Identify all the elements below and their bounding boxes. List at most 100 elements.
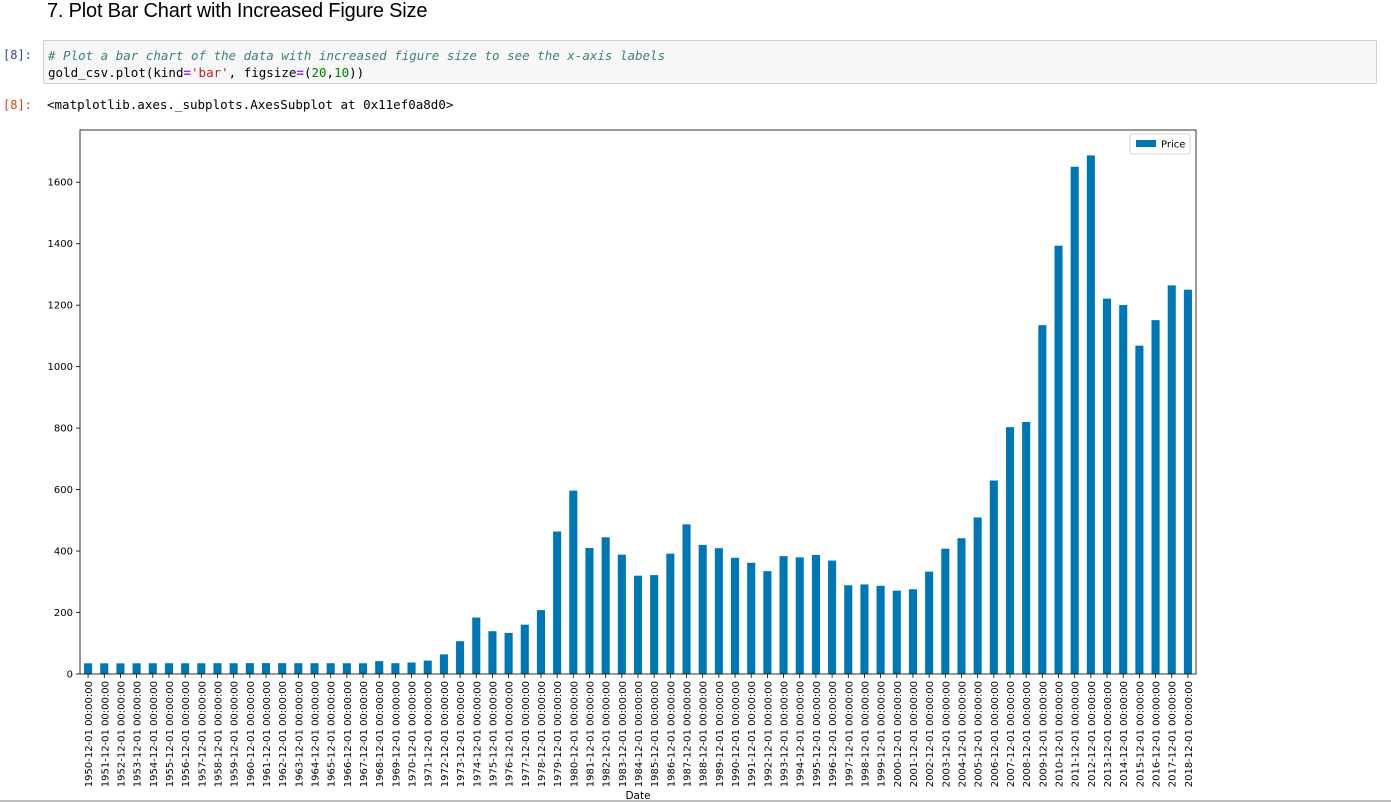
code-mid: , figsize [228, 65, 297, 80]
x-tick-label: 2006-12-01 00:00:00 [990, 681, 1001, 787]
x-tick-label: 1981-12-01 00:00:00 [585, 681, 596, 787]
x-tick-label: 1963-12-01 00:00:00 [294, 681, 305, 787]
bar [811, 554, 820, 674]
bar [860, 584, 869, 674]
x-tick-label: 1950-12-01 00:00:00 [84, 681, 95, 787]
input-prompt: [8]: [3, 48, 32, 62]
bar [892, 590, 901, 674]
x-tick-label: 1959-12-01 00:00:00 [230, 681, 241, 787]
code-eq1: = [183, 65, 192, 80]
bar [1183, 289, 1192, 674]
x-tick-label: 1962-12-01 00:00:00 [278, 681, 289, 787]
code-comma: , [326, 65, 335, 80]
x-tick-label: 1966-12-01 00:00:00 [343, 681, 354, 787]
bar [375, 661, 384, 674]
x-tick-label: 1993-12-01 00:00:00 [780, 681, 791, 787]
bar [423, 660, 432, 674]
x-tick-label: 2008-12-01 00:00:00 [1022, 681, 1033, 787]
x-tick-label: 2004-12-01 00:00:00 [957, 681, 968, 787]
bar [633, 575, 643, 674]
bar [828, 560, 837, 674]
code-dot: . [108, 65, 116, 80]
bar [294, 663, 303, 674]
x-tick-label: 1967-12-01 00:00:00 [359, 681, 370, 787]
x-tick-label: 1980-12-01 00:00:00 [569, 681, 580, 787]
bar [116, 663, 125, 674]
bar [650, 575, 659, 674]
x-tick-label: 1970-12-01 00:00:00 [408, 681, 419, 787]
code-cell[interactable]: # Plot a bar chart of the data with incr… [43, 40, 1377, 84]
bar [164, 663, 173, 674]
bar [213, 663, 222, 674]
x-tick-label: 2016-12-01 00:00:00 [1152, 681, 1163, 787]
legend-box [1129, 133, 1191, 155]
code-paren: ( [303, 65, 312, 80]
bar [1070, 166, 1079, 674]
x-tick-label: 2014-12-01 00:00:00 [1119, 681, 1130, 787]
bar [342, 663, 351, 674]
x-axis-label: Date [625, 790, 650, 802]
bar [747, 562, 756, 674]
code-object: gold_csv [48, 65, 109, 80]
x-tick-label: 2018-12-01 00:00:00 [1184, 681, 1195, 787]
bar [1119, 305, 1128, 674]
x-tick-label: 1978-12-01 00:00:00 [537, 681, 548, 787]
x-tick-label: 2017-12-01 00:00:00 [1168, 681, 1179, 787]
x-tick-label: 2013-12-01 00:00:00 [1103, 681, 1114, 787]
x-tick-label: 1984-12-01 00:00:00 [634, 681, 645, 787]
bar [359, 663, 368, 674]
bar [569, 490, 578, 674]
bar [763, 571, 772, 674]
x-tick-label: 1973-12-01 00:00:00 [456, 681, 467, 787]
cell-divider [0, 800, 1391, 802]
bar [261, 663, 271, 674]
y-tick-label: 1200 [48, 301, 73, 312]
x-tick-label: 1958-12-01 00:00:00 [213, 681, 224, 787]
x-tick-label: 1986-12-01 00:00:00 [666, 681, 677, 787]
bar [1005, 427, 1015, 674]
bar [1103, 298, 1112, 674]
y-tick-label: 1400 [48, 239, 73, 250]
bar [779, 556, 788, 674]
bar [536, 610, 545, 674]
x-tick-label: 1988-12-01 00:00:00 [699, 681, 710, 787]
x-tick-label: 2000-12-01 00:00:00 [893, 681, 904, 787]
code-num1: 20 [311, 65, 327, 80]
x-tick-label: 1965-12-01 00:00:00 [327, 681, 338, 787]
x-tick-label: 1969-12-01 00:00:00 [391, 681, 402, 787]
x-tick-label: 1960-12-01 00:00:00 [246, 681, 257, 787]
bar [585, 547, 594, 674]
x-tick-label: 2007-12-01 00:00:00 [1006, 681, 1017, 787]
bar [326, 663, 335, 674]
x-tick-label: 1992-12-01 00:00:00 [763, 681, 774, 787]
x-tick-label: 1998-12-01 00:00:00 [860, 681, 871, 787]
x-tick-label: 1975-12-01 00:00:00 [488, 681, 499, 787]
code-num2: 10 [334, 65, 350, 80]
bar [1167, 285, 1176, 674]
legend-label: Price [1161, 140, 1185, 151]
bar [488, 631, 497, 674]
x-tick-label: 1976-12-01 00:00:00 [505, 681, 516, 787]
bar [973, 517, 982, 674]
legend-swatch [1136, 140, 1156, 147]
bar [1086, 155, 1095, 674]
bar [925, 571, 934, 674]
x-tick-label: 2011-12-01 00:00:00 [1071, 681, 1082, 787]
bar [601, 537, 610, 674]
x-tick-label: 1964-12-01 00:00:00 [311, 681, 322, 787]
output-repr: <matplotlib.axes._subplots.AxesSubplot a… [47, 97, 454, 112]
code-eq2: = [296, 65, 304, 80]
x-tick-label: 1954-12-01 00:00:00 [149, 681, 160, 787]
bar [391, 663, 400, 674]
y-tick-label: 1600 [48, 178, 73, 189]
x-tick-label: 1999-12-01 00:00:00 [877, 681, 888, 787]
y-tick-label: 0 [67, 670, 73, 681]
cell-heading: 7. Plot Bar Chart with Increased Figure … [47, 0, 428, 22]
x-tick-label: 2001-12-01 00:00:00 [909, 681, 920, 787]
bar [84, 663, 93, 674]
x-tick-label: 1982-12-01 00:00:00 [602, 681, 613, 787]
bar [957, 538, 966, 674]
code-comment: # Plot a bar chart of the data with incr… [48, 48, 666, 63]
x-tick-label: 1953-12-01 00:00:00 [133, 681, 144, 787]
